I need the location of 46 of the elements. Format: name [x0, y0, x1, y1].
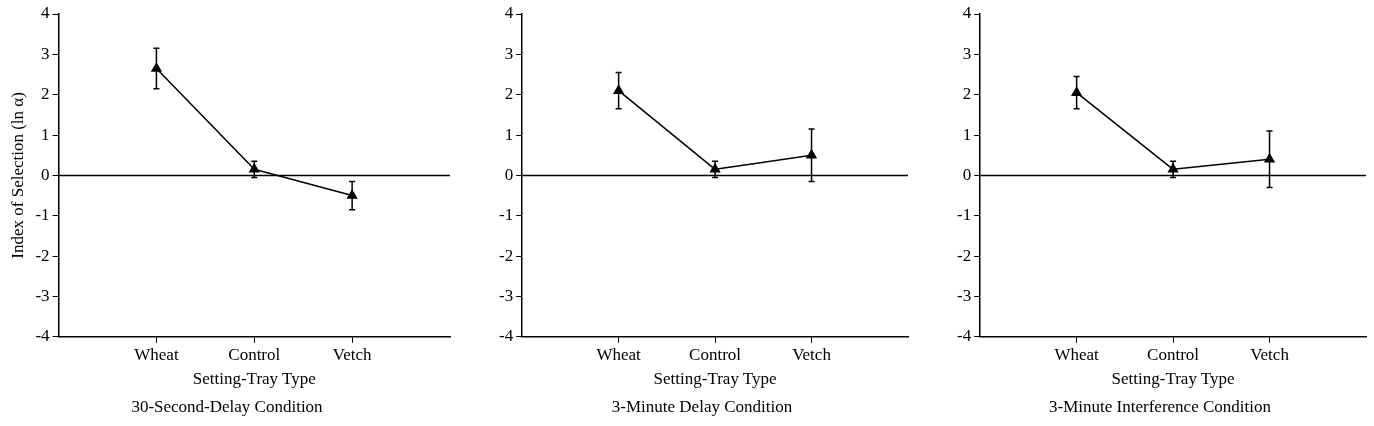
- point: [1264, 153, 1275, 163]
- y-tick-label: 2: [962, 84, 972, 104]
- y-tick-label: 0: [962, 164, 972, 184]
- y-axis-title: Index of Selection (ln α): [7, 92, 27, 259]
- x-tick-label: Wheat: [134, 345, 179, 365]
- y-tick-label: 3: [41, 43, 50, 63]
- x-tick-label: Wheat: [1054, 345, 1100, 365]
- y-tick-label: -4: [956, 326, 972, 346]
- x-tick-label: Control: [1147, 345, 1200, 365]
- y-tick-label: 0: [41, 164, 50, 184]
- point: [151, 62, 162, 72]
- y-tick-label: -2: [35, 245, 50, 265]
- y-tick-label: 4: [504, 3, 514, 23]
- y-tick-label: -2: [498, 245, 514, 265]
- y-tick-label: 1: [41, 124, 50, 144]
- y-tick-label: -1: [35, 205, 50, 225]
- y-tick-label: -2: [956, 245, 972, 265]
- y-tick-label: -3: [498, 285, 514, 305]
- y-tick-label: -1: [956, 205, 972, 225]
- y-tick-label: -4: [498, 326, 514, 346]
- text: 3-Minute Delay Condition: [611, 397, 793, 417]
- text: 3-Minute Interference Condition: [1049, 397, 1272, 417]
- x-tick-label: Vetch: [792, 345, 832, 365]
- x-tick-label: Control: [228, 345, 281, 365]
- x-axis-title: Setting-Tray Type: [192, 368, 316, 388]
- x-tick-label: Wheat: [596, 345, 642, 365]
- y-tick-label: 2: [41, 84, 50, 104]
- y-tick-label: -1: [498, 205, 514, 225]
- y-tick-label: 3: [962, 43, 972, 63]
- y-tick-label: 1: [504, 124, 514, 144]
- y-tick-label: 0: [504, 164, 514, 184]
- y-tick-label: 2: [504, 84, 514, 104]
- x-tick-label: Control: [689, 345, 742, 365]
- x-tick-label: Vetch: [332, 345, 372, 365]
- y-tick-label: 4: [41, 3, 51, 23]
- x-axis-title: Setting-Tray Type: [1111, 368, 1235, 388]
- y-tick-label: -3: [35, 285, 50, 305]
- x-axis-title: Setting-Tray Type: [653, 368, 777, 388]
- y-tick-label: 1: [962, 124, 972, 144]
- y-tick-label: 4: [962, 3, 972, 23]
- y-tick-label: 3: [504, 43, 514, 63]
- x-tick-label: Vetch: [1250, 345, 1290, 365]
- y-tick-label: -4: [35, 326, 51, 346]
- point: [249, 163, 260, 173]
- y-tick-label: -3: [956, 285, 972, 305]
- text: 30-Second-Delay Condition: [131, 397, 324, 417]
